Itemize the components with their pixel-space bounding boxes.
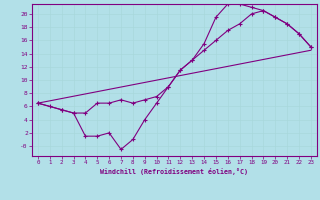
X-axis label: Windchill (Refroidissement éolien,°C): Windchill (Refroidissement éolien,°C) [100, 168, 248, 175]
